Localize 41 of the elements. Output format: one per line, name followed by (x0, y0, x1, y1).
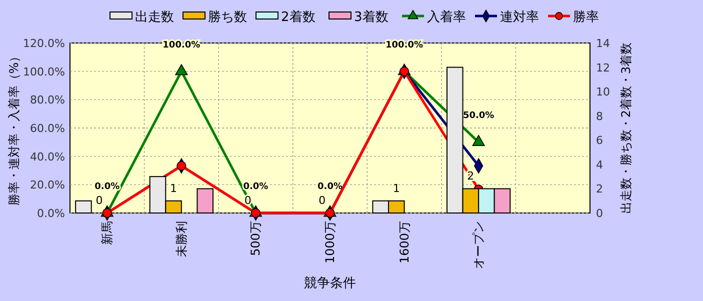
x-tick-label: 未勝利 (174, 221, 188, 257)
y-tick-label: 20.0% (30, 178, 65, 192)
x-tick-label: 1000万 (323, 221, 337, 264)
legend-label: 連対率 (500, 9, 539, 25)
y2-tick-label: 0 (596, 207, 603, 220)
x-tick-label: 500万 (248, 221, 263, 256)
data-label: 0 (96, 194, 103, 207)
y2-tick-label: 14 (596, 37, 610, 50)
y2-tick-label: 2 (596, 182, 603, 196)
legend-label: 3着数 (354, 9, 388, 25)
data-label: 0.0% (318, 182, 342, 192)
y2-tick-label: 8 (596, 110, 603, 123)
y-tick-label: 120.0% (23, 37, 65, 50)
y2-tick-label: 12 (596, 61, 610, 74)
legend-label: 出走数 (135, 10, 174, 25)
data-label: 1 (392, 182, 400, 195)
legend-label: 勝率 (573, 9, 599, 25)
point (175, 64, 188, 76)
legend-label: 勝ち数 (208, 10, 247, 25)
y-axis-title: 勝率・連対率・入着率（%） (7, 50, 21, 206)
y2-tick-label: 6 (596, 134, 603, 148)
x-axis-title: 競争条件 (304, 276, 356, 291)
x-tick-label: 新馬 (100, 221, 114, 245)
data-label: 50.0% (462, 111, 494, 122)
x-tick-label: オープン (472, 221, 486, 269)
point (176, 161, 186, 171)
x-tick-label: 1600万 (397, 221, 412, 264)
y-tick-label: 0.0% (37, 207, 65, 220)
y2-axis-title: 出走数・勝ち数・2着数・3着数 (619, 42, 633, 214)
y-tick-label: 100.0% (23, 65, 65, 78)
y-tick-label: 40.0% (30, 150, 65, 164)
y2-tick-label: 4 (596, 158, 603, 172)
y-tick-label: 80.0% (30, 94, 65, 107)
y2-tick-label: 10 (596, 86, 610, 99)
data-label: 0 (318, 194, 326, 207)
y-tick-label: 60.0% (30, 122, 65, 135)
legend-label: 2着数 (281, 9, 316, 25)
legend-label: 入着率 (427, 9, 466, 25)
data-label: 0.0% (243, 182, 268, 192)
data-label: 1 (170, 182, 178, 195)
data-label: 0.0% (94, 182, 120, 192)
